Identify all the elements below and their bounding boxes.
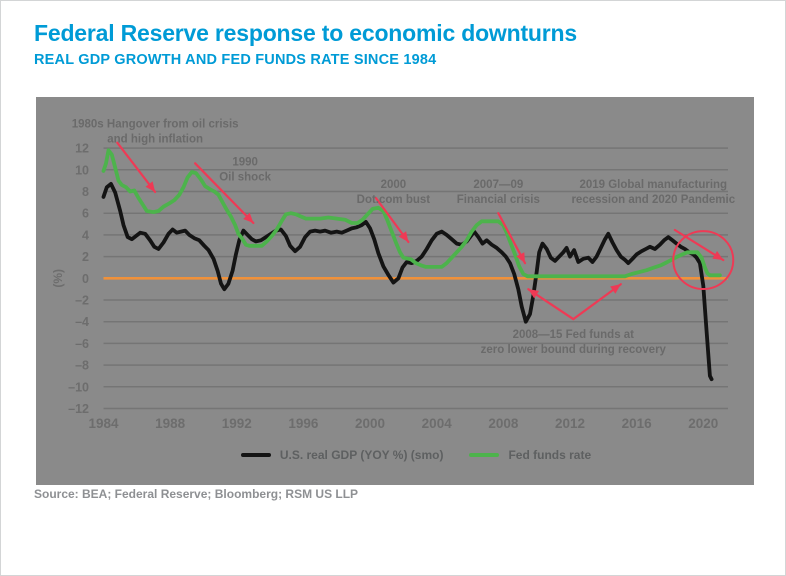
y-axis-unit-label: (%): [51, 269, 65, 288]
x-tick-label: 2020: [688, 416, 718, 431]
chart-annotation: 2008—15 Fed funds at zero lower bound dur…: [481, 329, 667, 356]
x-tick-label: 2000: [355, 416, 385, 431]
x-tick-label: 2004: [422, 416, 453, 431]
y-tick-label: 10: [75, 163, 89, 177]
arrowhead: [610, 284, 621, 294]
x-tick-label: 1992: [222, 416, 252, 431]
chart-panel: 12 10 8 6 4 2 0 –2 –4 –6 –8 –10 –12 1984 1988 1992 1996 2…: [36, 97, 754, 485]
x-tick-label: 2008: [488, 416, 519, 431]
y-tick-label: 0: [82, 272, 89, 286]
fedfunds-line-swatch: [469, 452, 500, 458]
x-tick-label: 1988: [155, 416, 186, 431]
legend-item-gdp: U.S. real GDP (YOY %) (smo): [240, 448, 444, 462]
x-tick-label: 2012: [555, 416, 585, 431]
annotation-arrow: [116, 141, 157, 194]
legend-label-gdp: U.S. real GDP (YOY %) (smo): [279, 448, 444, 462]
source-note: Source: BEA; Federal Reserve; Bloomberg;…: [34, 487, 359, 501]
page-title: Federal Reserve response to economic dow…: [34, 20, 577, 46]
arrowhead: [712, 251, 724, 261]
arrowhead: [145, 181, 156, 193]
legend-label-fedfunds: Fed funds rate: [508, 448, 592, 462]
arrowhead: [398, 231, 409, 242]
arrowhead: [528, 289, 540, 299]
annotation-arrow: [194, 162, 255, 225]
y-tick-label: 8: [82, 185, 89, 199]
series-line-gdp: [101, 182, 714, 382]
y-tick-label: 6: [82, 207, 89, 221]
y-tick-label: –10: [68, 380, 89, 394]
y-tick-label: 12: [75, 142, 89, 156]
legend-item-fedfunds: Fed funds rate: [469, 448, 591, 462]
y-tick-label: 2: [82, 250, 89, 264]
chart-legend: U.S. real GDP (YOY %) (smo) Fed funds ra…: [104, 446, 728, 464]
x-tick-label: 1984: [88, 416, 119, 431]
x-tick-label: 2016: [622, 416, 653, 431]
series-line-fedfunds: [101, 148, 722, 279]
arrowhead: [516, 252, 525, 264]
y-tick-label: 4: [82, 228, 89, 242]
gdp-line-swatch: [240, 452, 271, 458]
arrowhead: [243, 212, 254, 223]
chart-annotation: 2019 Global manufacturing recession and 2…: [571, 179, 735, 206]
pandemic-circle-annotation: [672, 230, 735, 291]
y-tick-label: –8: [75, 359, 89, 373]
y-tick-label: –12: [68, 402, 89, 416]
chart-annotation: 2007—09 Financial crisis: [457, 179, 540, 206]
y-tick-label: –6: [75, 337, 89, 351]
chart-annotation: 1990 Oil shock: [219, 156, 271, 183]
x-tick-label: 1996: [288, 416, 319, 431]
annotation-arrow: [527, 283, 622, 321]
page-subtitle: REAL GDP GROWTH AND FED FUNDS RATE SINCE…: [34, 52, 437, 68]
y-tick-label: –4: [75, 315, 89, 329]
chart-annotation: 1980s Hangover from oil crisis and high i…: [72, 118, 239, 145]
y-tick-label: –2: [75, 294, 89, 308]
chart-annotation: 2000 Dot.com bust: [357, 179, 431, 206]
